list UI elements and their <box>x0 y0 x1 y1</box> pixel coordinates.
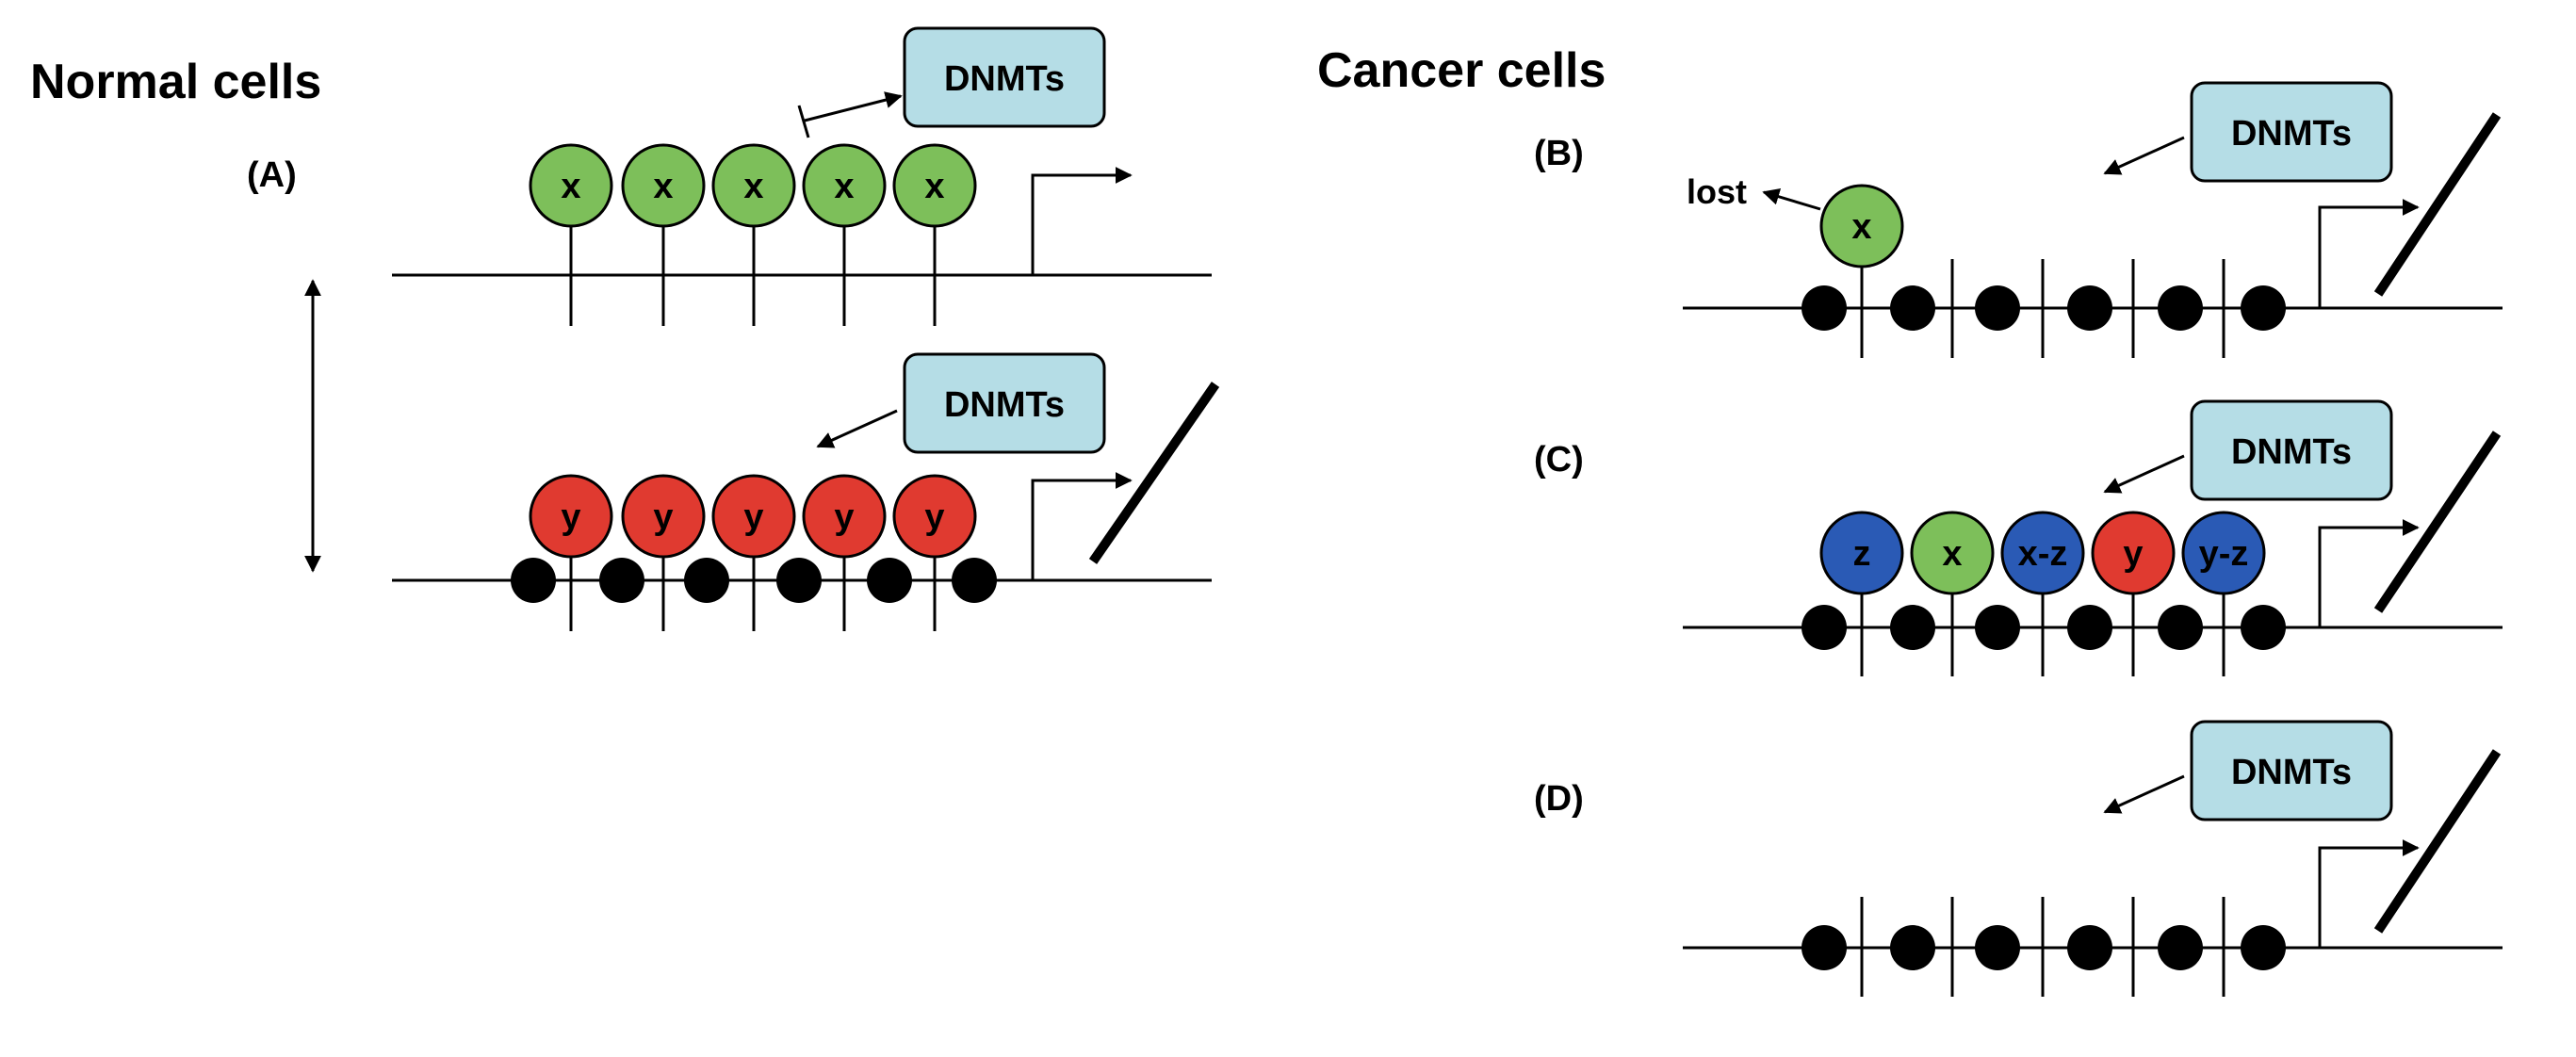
histone-label: x <box>1851 207 1871 247</box>
histone-label: y <box>743 497 763 537</box>
histone-circle <box>2091 511 2176 595</box>
histone-circle <box>802 143 887 228</box>
histone-mark-c-2: x <box>1910 511 1995 595</box>
histone-mark-a-top-3: x <box>711 143 796 228</box>
histone-circle <box>1819 511 1904 595</box>
histone-label: x <box>561 167 580 206</box>
histone-label: z <box>1853 534 1871 574</box>
histone-label: x <box>743 167 763 206</box>
histone-label: x <box>834 167 854 206</box>
transcription-arrow-b <box>2318 199 2420 308</box>
histone-circle <box>529 474 613 559</box>
histone-mark-a-top-2: x <box>621 143 706 228</box>
dnmts-box-a-top <box>903 26 1106 128</box>
histone-label: x-z <box>2018 534 2068 574</box>
normal-cells-heading: Normal cells <box>30 55 321 109</box>
site-ticks-b <box>1860 259 2225 358</box>
lost-label: lost <box>1687 172 1747 211</box>
silencing-slash-b <box>2373 112 2502 297</box>
dnmts-label-c: DNMTs <box>2231 432 2352 472</box>
recruitment-arrow-b <box>2103 136 2185 175</box>
histone-mark-a-top-1: x <box>529 143 613 228</box>
panel-label-c: (C) <box>1534 440 1584 480</box>
histone-label: y <box>924 497 944 537</box>
transcription-arrow-a-top <box>1031 167 1133 275</box>
cancer-cells-heading: Cancer cells <box>1317 43 1606 98</box>
histone-circle <box>621 474 706 559</box>
dnmts-box-d <box>2190 720 2393 821</box>
methyl-dots-a-bottom <box>511 558 997 603</box>
recruitment-arrow-c <box>2103 454 2185 494</box>
dnmts-label-d: DNMTs <box>2231 753 2352 792</box>
histone-circle <box>2181 511 2266 595</box>
site-ticks-a-top <box>569 226 937 326</box>
methyl-dots-d <box>1802 925 2286 970</box>
histone-circle <box>711 474 796 559</box>
histone-mark-c-4: y <box>2091 511 2176 595</box>
recruitment-arrow-a-bottom <box>816 409 898 448</box>
dnmts-label-b: DNMTs <box>2231 114 2352 154</box>
histone-circle <box>1910 511 1995 595</box>
dnmts-box-b <box>2190 81 2393 183</box>
histone-mark-c-5: y-z <box>2181 511 2266 595</box>
methyl-dots-c <box>1802 605 2286 650</box>
transcription-arrow-d <box>2318 839 2420 948</box>
silencing-slash-c <box>2373 431 2502 613</box>
lost-arrow <box>1762 188 1821 211</box>
histone-label: y <box>653 497 673 537</box>
recruitment-arrow-d <box>2103 774 2185 814</box>
histone-label: y <box>2123 534 2143 574</box>
silencing-slash-d <box>2373 749 2502 934</box>
inhibition-bar <box>797 105 810 138</box>
dnmts-label-a-top: DNMTs <box>944 59 1065 99</box>
histone-label: y <box>561 497 580 537</box>
silencing-slash-a-bottom <box>1088 382 1220 564</box>
histone-circle <box>1819 184 1904 268</box>
dnmts-label-a-bottom: DNMTs <box>944 385 1065 425</box>
dnmts-box-a-bottom <box>903 352 1106 454</box>
histone-mark-a-bottom-5: y <box>892 474 977 559</box>
methyl-dots-b <box>1802 285 2286 331</box>
dnmts-box-c <box>2190 399 2393 501</box>
transcription-arrow-c <box>2318 519 2420 627</box>
histone-mark-c-3: x-z <box>2000 511 2085 595</box>
histone-mark-a-bottom-3: y <box>711 474 796 559</box>
histone-label: y-z <box>2199 534 2249 574</box>
histone-circle <box>621 143 706 228</box>
histone-circle <box>711 143 796 228</box>
histone-circle <box>802 474 887 559</box>
histone-mark-a-bottom-4: y <box>802 474 887 559</box>
histone-label: x <box>924 167 944 206</box>
histone-mark-b-1: x <box>1819 184 1904 268</box>
histone-mark-a-bottom-1: y <box>529 474 613 559</box>
transcription-arrow-a-bottom <box>1031 472 1133 580</box>
panel-label-a: (A) <box>247 155 297 195</box>
histone-mark-a-top-4: x <box>802 143 887 228</box>
histone-circle <box>529 143 613 228</box>
histone-mark-a-top-5: x <box>892 143 977 228</box>
panel-label-d: (D) <box>1534 779 1584 819</box>
histone-label: x <box>1942 534 1962 574</box>
histone-circle <box>892 143 977 228</box>
inhibition-arrow <box>804 91 903 122</box>
site-ticks-d <box>1860 897 2225 997</box>
histone-mark-a-bottom-2: y <box>621 474 706 559</box>
histone-mark-c-1: z <box>1819 511 1904 595</box>
histone-circle <box>892 474 977 559</box>
panel-label-b: (B) <box>1534 134 1584 173</box>
histone-circle <box>2000 511 2085 595</box>
histone-label: y <box>834 497 854 537</box>
histone-label: x <box>653 167 673 206</box>
